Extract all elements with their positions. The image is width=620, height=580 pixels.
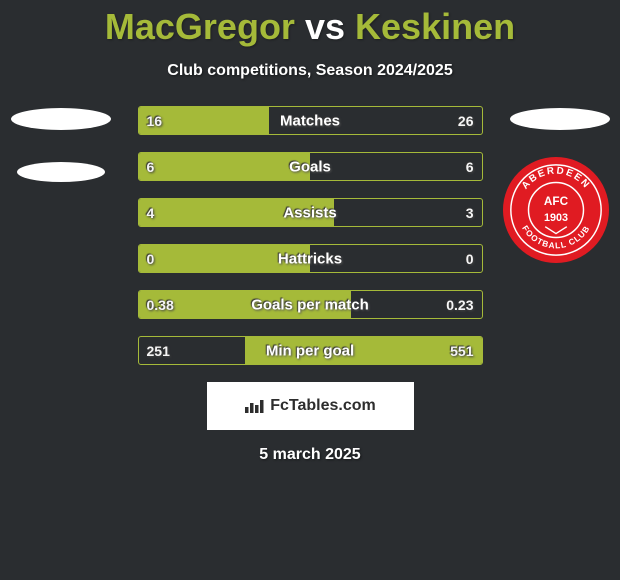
attribution-badge: FcTables.com bbox=[207, 382, 414, 430]
crest-initials: AFC bbox=[544, 195, 569, 208]
stat-row: 251551Min per goal bbox=[138, 336, 483, 365]
player1-badge-placeholder bbox=[8, 102, 113, 207]
stat-label: Min per goal bbox=[139, 342, 482, 359]
stat-label: Goals bbox=[139, 158, 482, 175]
crest-year: 1903 bbox=[544, 212, 568, 224]
stat-row: 0.380.23Goals per match bbox=[138, 290, 483, 319]
stat-label: Goals per match bbox=[139, 296, 482, 313]
subtitle: Club competitions, Season 2024/2025 bbox=[0, 62, 620, 80]
placeholder-ellipse-icon bbox=[510, 108, 610, 130]
stat-row: 43Assists bbox=[138, 198, 483, 227]
club-crest-icon: ABERDEEN FOOTBALL CLUB AFC 1903 bbox=[502, 156, 610, 264]
date-text: 5 march 2025 bbox=[0, 446, 620, 464]
attribution-text: FcTables.com bbox=[270, 397, 376, 415]
placeholder-ellipse-icon bbox=[11, 108, 111, 130]
bars-container: 1626Matches 66Goals 43Assists 00Hattricks 0.… bbox=[138, 106, 483, 365]
stat-label: Matches bbox=[139, 112, 482, 129]
player1-name: MacGregor bbox=[105, 6, 295, 47]
stat-row: 00Hattricks bbox=[138, 244, 483, 273]
comparison-chart: ABERDEEN FOOTBALL CLUB AFC 1903 1626Matc… bbox=[0, 106, 620, 365]
page-title: MacGregor vs Keskinen bbox=[0, 0, 620, 48]
stat-label: Assists bbox=[139, 204, 482, 221]
player2-name: Keskinen bbox=[355, 6, 515, 47]
chart-icon bbox=[244, 397, 266, 415]
stat-row: 66Goals bbox=[138, 152, 483, 181]
stat-row: 1626Matches bbox=[138, 106, 483, 135]
placeholder-ellipse-icon bbox=[17, 162, 105, 182]
vs-separator: vs bbox=[305, 6, 345, 47]
stat-label: Hattricks bbox=[139, 250, 482, 267]
